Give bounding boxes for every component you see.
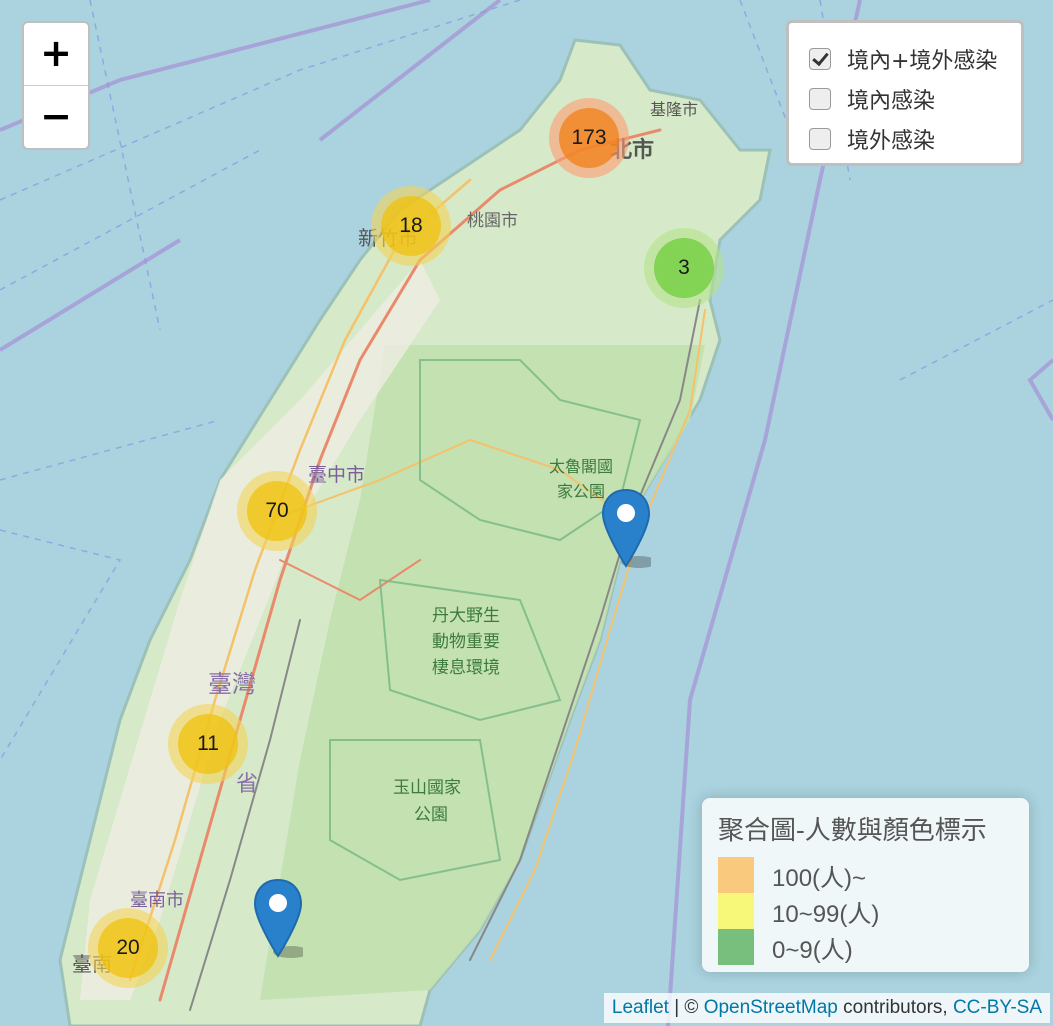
cluster-count: 173 (559, 108, 619, 168)
layer-control: 境內+境外感染 境內感染 境外感染 (786, 20, 1024, 166)
cluster-tainan[interactable]: 20 (88, 908, 168, 988)
zoom-in-button[interactable]: + (24, 23, 88, 86)
marker-pin-kaohsiung[interactable] (253, 878, 303, 958)
legend-item: 100(人)~ (718, 857, 1013, 893)
layer-label: 境內+境外感染 (847, 49, 998, 74)
label-taoyuan: 桃園市 (467, 211, 518, 231)
label-yushan-1: 玉山國家 (393, 778, 461, 798)
layer-checkbox-domestic[interactable] (809, 88, 831, 110)
layer-checkbox-all[interactable] (809, 48, 831, 70)
legend-label: 10~99(人) (772, 900, 880, 928)
label-dandayeh-3: 棲息環境 (432, 658, 500, 678)
cluster-count: 70 (247, 481, 307, 541)
marker-pin-hualien[interactable] (601, 488, 651, 568)
cluster-count: 20 (98, 918, 158, 978)
legend-item: 0~9(人) (718, 929, 1013, 965)
layer-option-imported[interactable]: 境外感染 (809, 119, 1021, 159)
legend: 聚合圖-人數與顏色標示 100(人)~ 10~99(人) 0~9(人) (702, 798, 1029, 972)
legend-swatch (718, 893, 754, 929)
zoom-control: + − (22, 21, 90, 150)
label-taiwan-1: 臺灣 (208, 670, 256, 698)
legend-label: 0~9(人) (772, 936, 853, 964)
label-yushan-2: 公園 (414, 805, 448, 825)
layer-label: 境外感染 (847, 129, 936, 154)
label-dandayeh-1: 丹大野生 (432, 606, 500, 626)
leaflet-link[interactable]: Leaflet (611, 997, 669, 1018)
attribution-text: contributors, (837, 997, 953, 1018)
cluster-count: 3 (654, 238, 714, 298)
cluster-chiayi[interactable]: 11 (168, 704, 248, 784)
cluster-count: 18 (381, 196, 441, 256)
legend-label: 100(人)~ (772, 864, 867, 892)
osm-link[interactable]: OpenStreetMap (703, 997, 838, 1018)
cluster-count: 11 (178, 714, 238, 774)
label-keelung: 基隆市 (650, 100, 699, 119)
label-taroko-1: 太魯閣國 (549, 457, 614, 476)
cluster-taipei[interactable]: 173 (549, 98, 629, 178)
label-dandayeh-2: 動物重要 (432, 632, 500, 652)
legend-swatch (718, 857, 754, 893)
label-taiwan-2: 省 (236, 772, 259, 797)
legend-title: 聚合圖-人數與顏色標示 (718, 816, 987, 846)
label-taroko-2: 家公園 (557, 482, 606, 501)
label-taichung: 臺中市 (308, 464, 366, 486)
cluster-yilan[interactable]: 3 (644, 228, 724, 308)
layer-checkbox-imported[interactable] (809, 128, 831, 150)
legend-swatch (718, 929, 754, 965)
license-link[interactable]: CC-BY-SA (952, 997, 1042, 1018)
layer-option-domestic[interactable]: 境內感染 (809, 79, 1021, 119)
cluster-hsinchu[interactable]: 18 (371, 186, 451, 266)
attribution: Leaflet | © OpenStreetMap contributors, … (603, 993, 1050, 1023)
attribution-separator: | © (668, 997, 704, 1018)
cluster-taichung[interactable]: 70 (237, 471, 317, 551)
legend-item: 10~99(人) (718, 893, 1013, 929)
layer-label: 境內感染 (847, 89, 936, 114)
layer-option-all[interactable]: 境內+境外感染 (809, 39, 1021, 79)
zoom-out-button[interactable]: − (40, 94, 72, 138)
label-tainan: 臺南市 (130, 890, 184, 911)
